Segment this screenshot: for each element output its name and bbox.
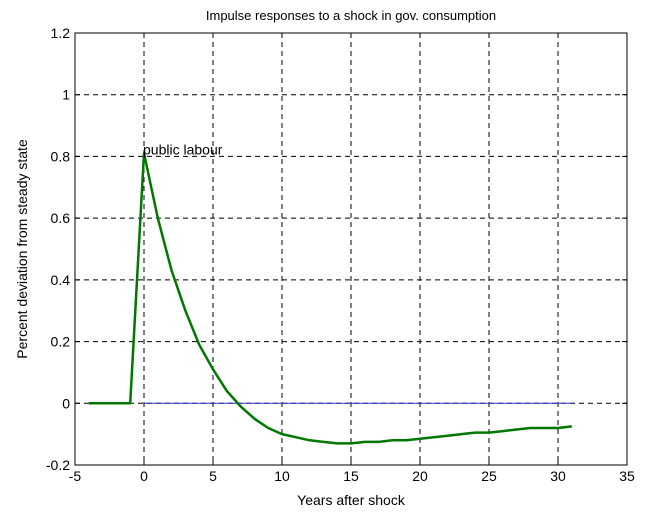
x-tick-label: 30 — [550, 468, 566, 484]
x-tick-label: 35 — [619, 468, 635, 484]
x-tick-label: 5 — [209, 468, 217, 484]
series-line-response — [88, 152, 572, 445]
x-tick-label: -5 — [69, 468, 82, 484]
y-tick-label: 1.2 — [51, 25, 71, 41]
annotation-label: public labour — [143, 141, 223, 157]
x-tick-label: 25 — [481, 468, 497, 484]
series-layer: public labour — [88, 141, 572, 445]
y-tick-label: 0 — [62, 395, 70, 411]
x-tick-label: 0 — [140, 468, 148, 484]
x-tick-label: 15 — [343, 468, 359, 484]
x-axis-label: Years after shock — [297, 492, 406, 508]
x-tick-label: 10 — [274, 468, 290, 484]
chart-title: Impulse responses to a shock in gov. con… — [206, 8, 496, 23]
y-tick-label: 0.6 — [51, 210, 71, 226]
y-tick-label: -0.2 — [46, 457, 70, 473]
y-tick-label: 0.8 — [51, 148, 71, 164]
ticks: -5 0 5 10 15 20 25 30 35 -0.2 0 0.2 0.4 0.6 0.8 1 1.2 — [46, 25, 635, 484]
y-tick-label: 0.4 — [51, 272, 71, 288]
y-axis-label: Percent deviation from steady state — [14, 139, 30, 359]
y-tick-label: 0.2 — [51, 334, 71, 350]
x-tick-label: 20 — [412, 468, 428, 484]
y-tick-label: 1 — [62, 87, 70, 103]
